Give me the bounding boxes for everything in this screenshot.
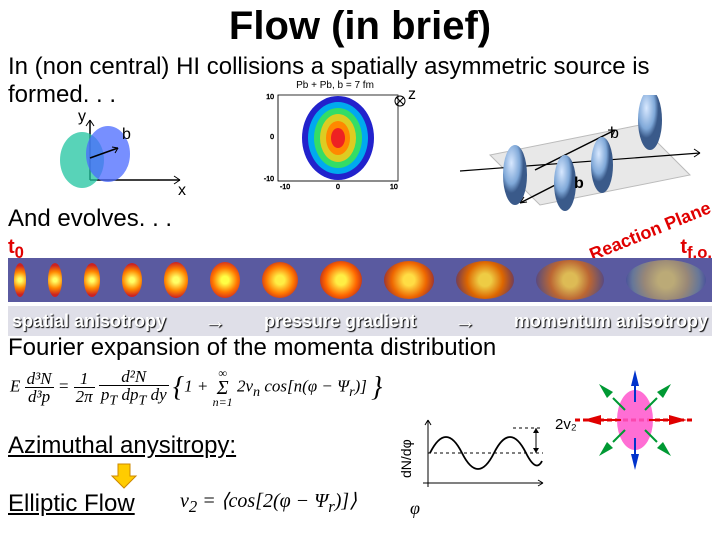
- fireball: [262, 262, 298, 298]
- reaction-plane-diagram: b b Reaction Plane: [450, 95, 710, 215]
- svg-text:0: 0: [336, 184, 340, 191]
- axes-diagram: y b x: [60, 110, 200, 200]
- starburst-diagram: [575, 360, 695, 480]
- svg-text:10: 10: [390, 184, 398, 191]
- twov2-label: 2v₂: [555, 416, 577, 433]
- elliptic-flow-label: Elliptic Flow: [8, 490, 135, 518]
- z-label: z: [408, 86, 416, 104]
- fourier-text: Fourier expansion of the momenta distrib…: [8, 335, 496, 361]
- x-label: x: [178, 182, 186, 200]
- b-label-rp: b: [610, 125, 619, 143]
- fireball: [626, 260, 706, 300]
- svg-text:0: 0: [270, 134, 274, 141]
- arrow-icon: →: [454, 308, 476, 334]
- phi-label: φ: [410, 498, 420, 519]
- page-title: Flow (in brief): [0, 0, 720, 53]
- down-arrow-icon: [110, 462, 138, 490]
- pressure-gradient-label: pressure gradient: [264, 311, 416, 332]
- arrow-icon: →: [204, 308, 226, 334]
- fireball: [14, 263, 26, 297]
- y-label: y: [78, 108, 86, 126]
- v2-formula: v2 = ⟨cos[2(φ − Ψr)]⟩: [180, 488, 357, 517]
- fireball: [164, 262, 188, 298]
- svg-text:10: 10: [266, 94, 274, 101]
- fireball: [210, 262, 240, 298]
- svg-text:-10: -10: [264, 176, 274, 183]
- fireball: [536, 260, 604, 300]
- fireball: [48, 263, 62, 297]
- fireball: [320, 261, 362, 299]
- svg-text:-10: -10: [280, 184, 290, 191]
- fourier-formula: E d³N d³p = 1 2π d²N pT dpT dy {1 + ∞ Σ …: [10, 368, 382, 408]
- momentum-anisotropy-label: momentum anisotropy: [514, 311, 708, 332]
- b-label-rp2: b: [574, 175, 584, 193]
- fireball-strip: [8, 258, 712, 302]
- sinewave-diagram: [418, 415, 548, 495]
- collision-contour: Pb + Pb, b = 7 fm 10 0 -10 -10 0 10 z: [260, 80, 410, 195]
- flow-row: spatial anisotropy → pressure gradient →…: [8, 306, 712, 336]
- dndphi-label: dN/dφ: [398, 439, 414, 478]
- spatial-anisotropy-label: spatial anisotropy: [12, 311, 166, 332]
- b-label: b: [122, 126, 131, 144]
- evolves-text: And evolves. . .: [8, 205, 172, 233]
- azimuthal-label: Azimuthal anysitropy:: [8, 432, 236, 460]
- fireball: [122, 263, 142, 297]
- fireball: [384, 261, 434, 299]
- fireball: [84, 263, 100, 297]
- fireball: [456, 261, 514, 299]
- contour-caption: Pb + Pb, b = 7 fm: [260, 80, 410, 91]
